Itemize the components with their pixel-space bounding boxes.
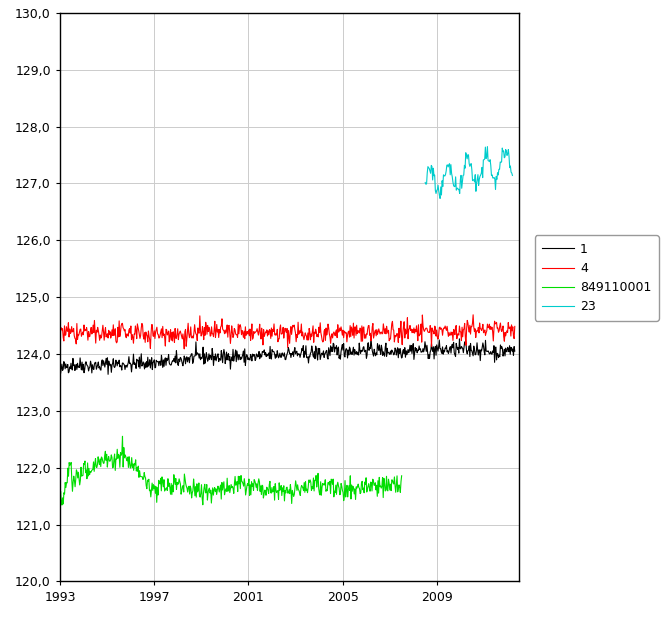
4	[355, 329, 363, 337]
23	[421, 179, 429, 187]
Line: 23: 23	[425, 146, 512, 199]
23	[467, 160, 475, 167]
23	[459, 171, 467, 179]
23	[487, 162, 495, 169]
1	[200, 350, 208, 358]
849110001	[328, 481, 336, 488]
1	[56, 369, 64, 377]
1	[411, 344, 419, 351]
849110001	[359, 486, 367, 493]
Line: 4: 4	[60, 315, 515, 349]
4	[200, 323, 208, 331]
4	[466, 330, 474, 338]
4	[184, 330, 192, 337]
1	[355, 339, 363, 347]
1	[184, 354, 192, 362]
849110001	[398, 472, 406, 480]
1	[168, 358, 176, 366]
23	[484, 142, 492, 150]
849110001	[149, 481, 157, 488]
4	[180, 345, 188, 353]
23	[480, 156, 488, 164]
849110001	[65, 459, 73, 466]
4	[511, 323, 519, 330]
Legend: 1, 4, 849110001, 23: 1, 4, 849110001, 23	[535, 235, 659, 321]
849110001	[119, 433, 127, 440]
1	[104, 371, 112, 378]
Line: 849110001: 849110001	[60, 436, 402, 507]
1	[467, 346, 475, 354]
849110001	[56, 503, 64, 511]
4	[469, 311, 477, 319]
Line: 1: 1	[60, 338, 515, 374]
1	[511, 348, 519, 355]
23	[491, 175, 499, 183]
4	[167, 337, 175, 344]
4	[410, 329, 418, 337]
849110001	[97, 463, 105, 470]
23	[436, 195, 444, 203]
849110001	[324, 479, 332, 486]
23	[446, 160, 454, 167]
1	[367, 334, 375, 342]
23	[508, 172, 516, 180]
4	[56, 335, 64, 343]
